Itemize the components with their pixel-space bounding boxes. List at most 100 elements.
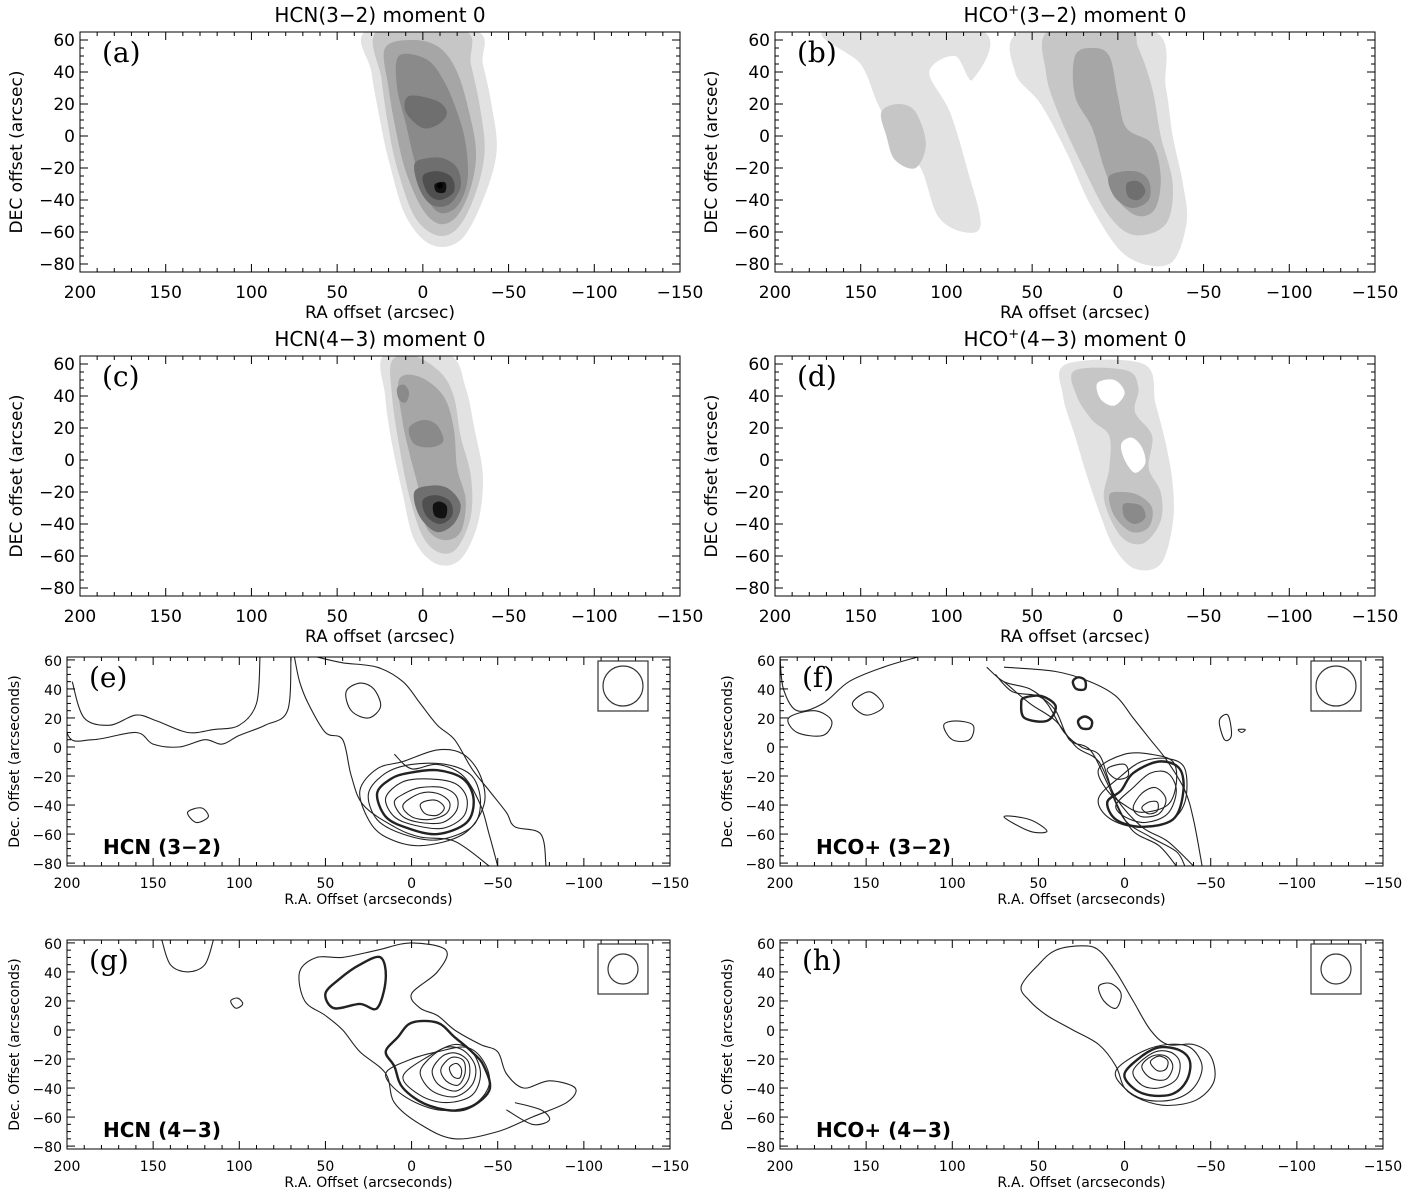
plot-area [821, 32, 1188, 267]
x-axis-label: R.A. Offset (arcseconds) [284, 1175, 452, 1191]
x-axis-label: RA offset (arcsec) [305, 303, 455, 323]
y-tick-label: −20 [745, 1053, 775, 1069]
x-tick-label: −100 [1278, 1159, 1316, 1175]
y-tick-label: 60 [44, 654, 62, 670]
x-tick-label: −150 [657, 283, 704, 303]
contour-line [1019, 694, 1057, 723]
y-tick-label: −80 [734, 255, 770, 275]
contour-fill-level-8 [432, 501, 448, 519]
x-tick-label: 50 [317, 876, 335, 892]
y-tick-label: 20 [44, 995, 62, 1011]
y-tick-label: −40 [745, 1082, 775, 1098]
contour-line [1097, 752, 1178, 813]
contour-line [1071, 676, 1088, 692]
contour-line [393, 753, 499, 866]
x-tick-label: 150 [853, 1159, 880, 1175]
y-tick-label: −40 [32, 1082, 62, 1098]
x-tick-label: −150 [1352, 283, 1399, 303]
title-main: HCO [964, 3, 1009, 27]
x-tick-label: 100 [235, 283, 267, 303]
contour-line [1114, 1043, 1203, 1102]
contour-line [402, 791, 451, 821]
contour-line [994, 674, 1186, 866]
panel-letter-label: (f) [802, 661, 834, 694]
panel-d: 200 150 100 50 0 −50 −100 −150 −80 −60 −40 −20 0 20 40… [702, 327, 1398, 647]
y-tick-label: 0 [64, 451, 75, 471]
x-tick-label: −150 [651, 1159, 689, 1175]
x-axis-label: R.A. Offset (arcseconds) [997, 892, 1165, 908]
title-rest: (4−3) moment 0 [1019, 327, 1186, 351]
contour-line [1237, 728, 1246, 734]
contour-line [419, 1046, 477, 1098]
beam-box [597, 660, 649, 712]
x-tick-label: 200 [767, 1159, 794, 1175]
y-tick-label: 0 [759, 451, 770, 471]
contour-line [316, 657, 547, 866]
y-tick-label: −60 [734, 547, 770, 567]
contour-line [431, 1052, 471, 1092]
y-tick-label: −20 [734, 483, 770, 503]
title-main: HCN(4−3) moment 0 [274, 327, 485, 351]
x-tick-label: 50 [1030, 1159, 1048, 1175]
contour-line [1003, 815, 1048, 834]
beam-circle [602, 665, 644, 707]
x-tick-label: 150 [853, 876, 880, 892]
y-axis-label: DEC offset (arcsec) [7, 395, 27, 558]
panel-a: 200 150 100 50 0 −50 −100 −150 −80 −60 −40 −20 0 20 40… [7, 3, 703, 323]
y-tick-label: −60 [745, 1111, 775, 1127]
x-tick-label: −100 [1266, 283, 1313, 303]
x-tick-label: −50 [491, 607, 527, 627]
contour-fill-level-5 [408, 419, 444, 448]
y-tick-label: 20 [757, 995, 775, 1011]
contour-line [780, 657, 918, 712]
contour-line [986, 666, 1177, 866]
panel-letter-label: (a) [102, 36, 141, 69]
contour-line [851, 691, 884, 716]
plot-frame [79, 355, 681, 597]
contour-line [1106, 760, 1185, 829]
x-tick-label: 0 [1120, 876, 1129, 892]
x-tick-label: 100 [939, 1159, 966, 1175]
title-main: HCN(3−2) moment 0 [274, 3, 485, 27]
contour-fill-level-5 [404, 95, 447, 129]
x-tick-label: 100 [930, 607, 962, 627]
x-tick-label: −100 [1278, 876, 1316, 892]
y-tick-label: −60 [734, 223, 770, 243]
x-tick-label: −50 [483, 1159, 513, 1175]
y-tick-label: −60 [32, 1111, 62, 1127]
contour-line [943, 720, 975, 743]
contour-line [1132, 786, 1167, 818]
title-superscript: + [1008, 3, 1019, 18]
x-tick-label: −150 [657, 607, 704, 627]
contour-line [402, 1043, 482, 1104]
x-tick-label: −100 [571, 607, 618, 627]
plot-area [780, 657, 1246, 866]
contour-line [161, 940, 214, 973]
plot-area [67, 657, 547, 866]
contour-line [787, 710, 833, 737]
y-tick-label: 60 [44, 937, 62, 953]
y-tick-label: −40 [734, 515, 770, 535]
x-tick-label: −100 [1266, 607, 1313, 627]
beam-circle [607, 953, 639, 985]
title-main: HCO [964, 327, 1009, 351]
x-tick-label: 50 [1030, 876, 1048, 892]
y-tick-label: −80 [39, 255, 75, 275]
y-axis-label: Dec. Offset (arcseconds) [7, 958, 23, 1130]
x-tick-label: −150 [651, 876, 689, 892]
contour-fill-level-3 [880, 104, 926, 169]
panel-e: 200 150 100 50 0 −50 −100 −150 −80 −60 −40 −20 0 20 40… [7, 654, 689, 908]
contour-fill-level-4 [396, 384, 410, 403]
beam-box [1310, 943, 1362, 995]
x-tick-label: −50 [1186, 283, 1222, 303]
contour-line [71, 657, 261, 734]
x-axis-label: RA offset (arcsec) [1000, 303, 1150, 323]
x-tick-label: −50 [1196, 1159, 1226, 1175]
x-tick-label: 100 [226, 876, 253, 892]
y-tick-label: 20 [748, 95, 770, 115]
panel-title: HCO+(3−2) moment 0 [964, 3, 1187, 27]
panel-h: 200 150 100 50 0 −50 −100 −150 −80 −60 −40 −20 0 20 40… [720, 937, 1402, 1191]
contour-line [359, 748, 486, 847]
x-tick-label: 50 [317, 1159, 335, 1175]
y-tick-label: −20 [734, 159, 770, 179]
